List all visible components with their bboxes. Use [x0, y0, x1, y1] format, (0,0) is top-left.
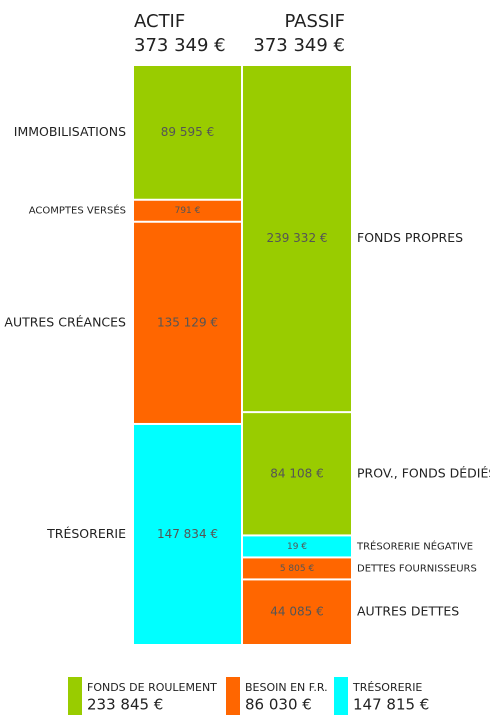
- segment-value: 44 085 €: [270, 605, 323, 619]
- segment-value: 19 €: [287, 542, 307, 552]
- segment-label: TRÉSORERIE: [46, 526, 126, 541]
- legend-value: 233 845 €: [87, 696, 163, 714]
- segment: [134, 424, 241, 644]
- column-total: 373 349 €: [253, 35, 345, 56]
- segment-value: 5 805 €: [280, 564, 315, 574]
- segment: [243, 66, 351, 412]
- segment-value: 791 €: [175, 206, 201, 216]
- segment-value: 135 129 €: [157, 315, 218, 329]
- column-title: PASSIF: [284, 11, 345, 32]
- segment-label: ACOMPTES VERSÉS: [29, 204, 126, 217]
- segment-label: AUTRES CRÉANCES: [4, 314, 126, 329]
- legend-swatch: [334, 677, 348, 715]
- column-total: 373 349 €: [134, 35, 226, 56]
- segment-value: 89 595 €: [161, 125, 214, 139]
- legend-value: 86 030 €: [245, 696, 312, 714]
- segment-value: 84 108 €: [270, 466, 323, 480]
- legend-swatch: [68, 677, 82, 715]
- segment: [243, 413, 351, 535]
- segment: [134, 200, 241, 221]
- legend-value: 147 815 €: [353, 696, 429, 714]
- segment-value: 239 332 €: [266, 231, 327, 245]
- segment-label: PROV., FONDS DÉDIÉS: [357, 465, 490, 480]
- segment-label: TRÉSORERIE NÉGATIVE: [356, 539, 473, 552]
- segment: [134, 66, 241, 199]
- legend-name: TRÉSORERIE: [352, 681, 422, 694]
- legend-name: BESOIN EN F.R.: [245, 681, 328, 694]
- segment: [243, 558, 351, 579]
- legend-name: FONDS DE ROULEMENT: [87, 681, 217, 694]
- legend-swatch: [226, 677, 240, 715]
- segment-label: IMMOBILISATIONS: [14, 124, 126, 139]
- segment: [243, 580, 351, 644]
- segment: [134, 222, 241, 423]
- segment-value: 147 834 €: [157, 527, 218, 541]
- segment-label: FONDS PROPRES: [357, 230, 463, 245]
- segment-label: DETTES FOURNISSEURS: [357, 563, 477, 574]
- segment: [243, 536, 351, 557]
- segment-label: AUTRES DETTES: [357, 604, 459, 619]
- column-title: ACTIF: [134, 11, 185, 32]
